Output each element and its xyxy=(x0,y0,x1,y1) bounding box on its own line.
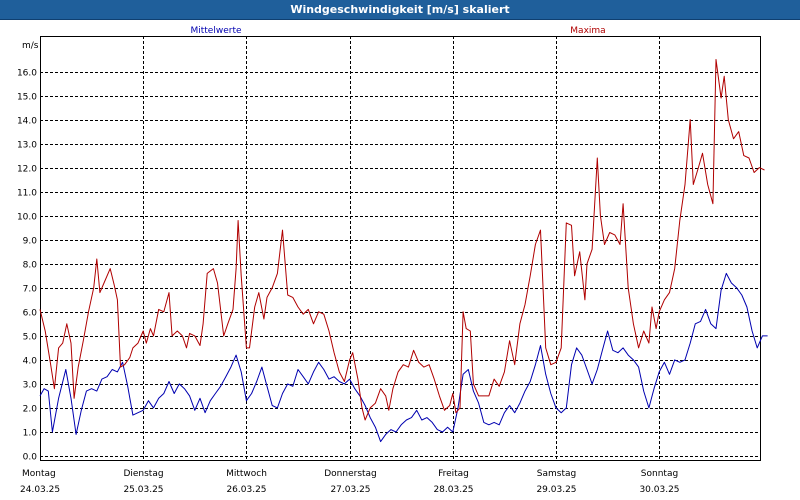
y-tick-label: 0.0 xyxy=(23,453,38,463)
plot-frame xyxy=(40,36,761,461)
legend-mittelwerte: Mittelwerte xyxy=(190,26,241,36)
x-tick-day: Dienstag xyxy=(123,469,163,479)
y-tick-label: 5.0 xyxy=(23,333,38,343)
window-title: Windgeschwindigkeit [m/s] skaliert xyxy=(0,0,800,20)
x-tick-date: 29.03.25 xyxy=(536,485,576,495)
series-lines xyxy=(39,59,768,443)
y-tick-label: 7.0 xyxy=(23,285,38,295)
y-tick-label: 11.0 xyxy=(17,189,37,199)
x-tick-date: 26.03.25 xyxy=(226,485,266,495)
y-tick-label: 8.0 xyxy=(23,261,38,271)
x-tick-date: 30.03.25 xyxy=(639,485,679,495)
x-tick-day: Samstag xyxy=(537,469,576,479)
x-tick-date: 24.03.25 xyxy=(20,485,60,495)
y-tick-label: 15.0 xyxy=(17,93,37,103)
x-tick-day: Montag xyxy=(22,469,56,479)
y-tick-label: 12.0 xyxy=(17,165,37,175)
y-tick-label: 16.0 xyxy=(17,69,37,79)
series-line-mittelwerte xyxy=(39,272,768,443)
x-tick-day: Freitag xyxy=(438,469,469,479)
x-tick-date: 27.03.25 xyxy=(330,485,370,495)
y-ticks: 0.0 1.0 2.0 3.0 4.0 5.0 6.0 7.0 8.0 9.0 10.0 11.0 12… xyxy=(17,69,37,463)
y-tick-label: 10.0 xyxy=(17,213,37,223)
y-tick-label: 9.0 xyxy=(23,237,38,247)
grid xyxy=(40,36,760,460)
x-tick-day: Mittwoch xyxy=(226,469,267,479)
x-tick-date: 25.03.25 xyxy=(123,485,163,495)
y-tick-label: 1.0 xyxy=(23,429,38,439)
y-tick-label: 13.0 xyxy=(17,141,37,151)
x-tick-date: 28.03.25 xyxy=(433,485,473,495)
x-tick-day: Sonntag xyxy=(641,469,678,479)
y-tick-label: 4.0 xyxy=(23,357,38,367)
x-ticks: Montag 24.03.25 Dienstag 25.03.25 Mittwoch 26… xyxy=(20,469,680,495)
y-tick-label: 2.0 xyxy=(23,405,38,415)
legend-maxima: Maxima xyxy=(570,26,605,36)
y-tick-label: 14.0 xyxy=(17,117,37,127)
y-tick-label: 3.0 xyxy=(23,381,38,391)
y-axis-unit: m/s xyxy=(22,41,39,51)
y-tick-label: 6.0 xyxy=(23,309,38,319)
series-line-maxima xyxy=(39,59,765,421)
x-tick-day: Donnerstag xyxy=(324,469,377,479)
